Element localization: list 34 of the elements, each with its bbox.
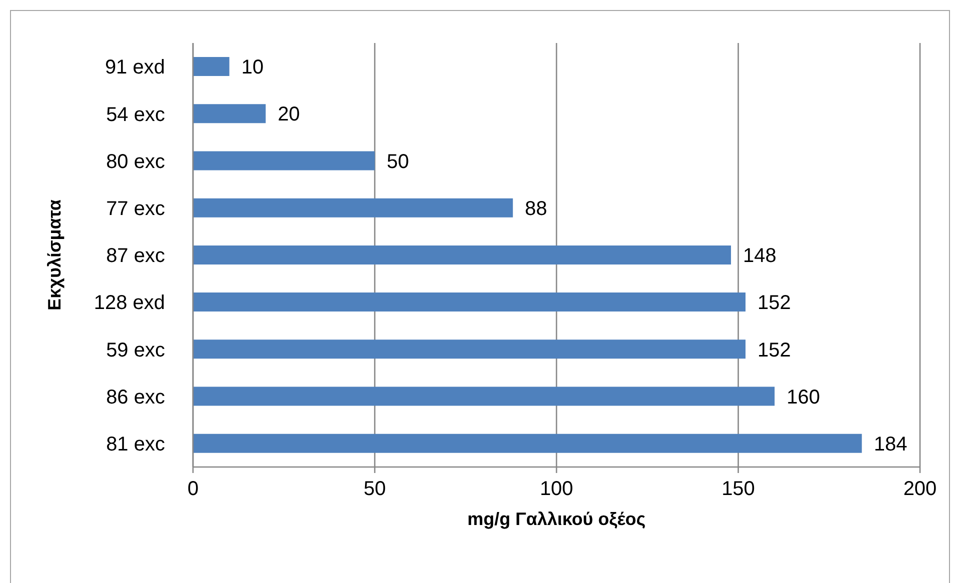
x-tick-label: 100 bbox=[540, 478, 574, 500]
data-label: 184 bbox=[874, 433, 908, 456]
data-label: 10 bbox=[241, 56, 264, 79]
data-label: 152 bbox=[758, 292, 791, 314]
data-label: 50 bbox=[386, 150, 409, 173]
data-label: 148 bbox=[742, 245, 776, 268]
x-tick-label: 0 bbox=[187, 478, 199, 500]
y-tick-label: 128 exd bbox=[94, 292, 165, 314]
y-axis-title: Εκχυλίσματα bbox=[44, 200, 64, 310]
bar bbox=[193, 386, 775, 406]
bar bbox=[193, 198, 513, 218]
x-tick-label: 150 bbox=[722, 478, 755, 500]
bar bbox=[193, 245, 731, 264]
bar bbox=[193, 151, 375, 170]
bar bbox=[193, 57, 230, 76]
data-label: 152 bbox=[758, 339, 791, 362]
data-label: 20 bbox=[278, 104, 300, 126]
data-label: 88 bbox=[524, 198, 548, 220]
y-tick-label: 80 exc bbox=[106, 150, 165, 173]
x-axis-title: mg/g Γαλλικού οξέος bbox=[467, 509, 646, 529]
x-tick-label: 200 bbox=[903, 478, 937, 500]
bar bbox=[193, 292, 746, 312]
bar bbox=[193, 104, 266, 124]
y-tick-label: 86 exc bbox=[106, 386, 165, 408]
y-tick-label: 54 exc bbox=[106, 104, 165, 126]
y-tick-label: 81 exc bbox=[106, 434, 165, 456]
bar bbox=[193, 340, 746, 359]
x-tick-label: 50 bbox=[364, 478, 386, 500]
data-label: 160 bbox=[786, 386, 820, 408]
y-tick-label: 59 exc bbox=[106, 339, 165, 362]
y-tick-label: 77 exc bbox=[106, 198, 165, 220]
y-tick-label: 87 exc bbox=[106, 245, 165, 268]
bar bbox=[193, 434, 862, 453]
y-tick-label: 91 exd bbox=[104, 56, 165, 79]
